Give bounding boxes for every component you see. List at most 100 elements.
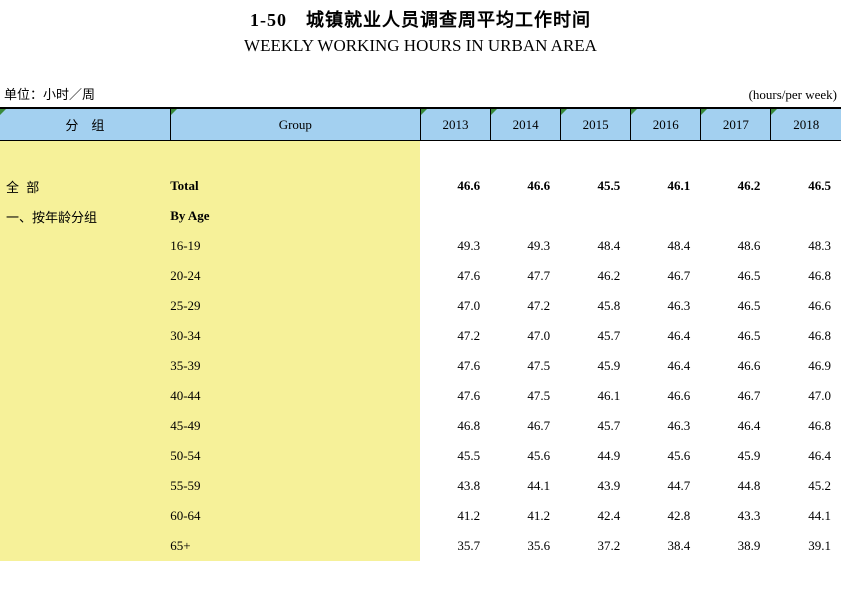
row-label-cn: 一、按年龄分组 [0,201,170,231]
title-en: WEEKLY WORKING HOURS IN URBAN AREA [0,36,841,56]
row-label-cn [0,441,170,471]
corner-icon [771,109,777,115]
value-cell: 49.3 [491,231,561,261]
row-label-en: 40-44 [170,381,420,411]
header-year: 2016 [631,108,701,141]
value-cell: 45.9 [701,441,771,471]
value-cell: 46.7 [701,381,771,411]
value-cell [420,201,490,231]
value-cell: 45.8 [561,291,631,321]
value-cell: 46.3 [631,411,701,441]
value-cell: 46.8 [420,411,490,441]
corner-icon [421,109,427,115]
value-cell: 46.5 [701,291,771,321]
value-cell [701,201,771,231]
value-cell: 47.2 [491,291,561,321]
value-cell: 46.5 [771,171,841,201]
table-body: 全 部Total46.646.645.546.146.246.5一、按年龄分组B… [0,141,841,562]
value-cell: 42.8 [631,501,701,531]
value-cell: 46.4 [771,441,841,471]
unit-row: 单位：小时／周 (hours/per week) [0,56,841,107]
spacer-cell [771,141,841,172]
corner-icon [631,109,637,115]
value-cell: 44.9 [561,441,631,471]
value-cell: 38.9 [701,531,771,561]
value-cell: 46.5 [701,321,771,351]
value-cell: 41.2 [420,501,490,531]
value-cell: 47.5 [491,381,561,411]
header-year: 2017 [701,108,771,141]
value-cell: 46.6 [491,171,561,201]
row-label-cn [0,531,170,561]
value-cell: 46.3 [631,291,701,321]
value-cell: 45.9 [561,351,631,381]
table-row: 55-5943.844.143.944.744.845.2 [0,471,841,501]
value-cell: 46.4 [631,351,701,381]
value-cell [491,201,561,231]
year-label: 2018 [793,117,819,132]
header-group-en: Group [170,108,420,141]
row-label-en: By Age [170,201,420,231]
corner-icon [491,109,497,115]
table-row [0,141,841,172]
year-label: 2013 [443,117,469,132]
value-cell: 43.9 [561,471,631,501]
value-cell: 47.0 [771,381,841,411]
row-label-cn [0,501,170,531]
value-cell: 47.0 [420,291,490,321]
value-cell: 38.4 [631,531,701,561]
spacer-cell [491,141,561,172]
header-group-cn-label: 分 组 [65,118,104,133]
value-cell: 45.7 [561,321,631,351]
spacer-cell [0,141,170,172]
table-row: 25-2947.047.245.846.346.546.6 [0,291,841,321]
title-block: 1-50 城镇就业人员调查周平均工作时间 WEEKLY WORKING HOUR… [0,0,841,56]
year-label: 2015 [583,117,609,132]
year-label: 2016 [653,117,679,132]
unit-right: (hours/per week) [749,87,837,103]
value-cell: 46.1 [561,381,631,411]
working-hours-table: 分 组 Group 2013 2014 2015 2016 2017 2018 … [0,107,841,561]
value-cell: 46.6 [631,381,701,411]
value-cell: 48.4 [561,231,631,261]
table-wrap: 分 组 Group 2013 2014 2015 2016 2017 2018 … [0,107,841,561]
table-row: 30-3447.247.045.746.446.546.8 [0,321,841,351]
value-cell: 46.2 [701,171,771,201]
table-row: 20-2447.647.746.246.746.546.8 [0,261,841,291]
year-label: 2014 [513,117,539,132]
row-label-cn [0,231,170,261]
unit-left: 单位：小时／周 [4,84,95,103]
table-row: 一、按年龄分组By Age [0,201,841,231]
row-label-en: 35-39 [170,351,420,381]
corner-icon [701,109,707,115]
value-cell: 47.5 [491,351,561,381]
value-cell: 44.1 [771,501,841,531]
row-label-cn [0,261,170,291]
value-cell: 44.1 [491,471,561,501]
value-cell: 46.4 [631,321,701,351]
value-cell: 46.6 [771,291,841,321]
value-cell: 47.2 [420,321,490,351]
value-cell: 39.1 [771,531,841,561]
spacer-cell [561,141,631,172]
value-cell: 43.3 [701,501,771,531]
value-cell: 46.1 [631,171,701,201]
value-cell: 46.8 [771,261,841,291]
value-cell: 47.6 [420,351,490,381]
value-cell: 45.6 [491,441,561,471]
value-cell [561,201,631,231]
value-cell [771,201,841,231]
value-cell: 45.7 [561,411,631,441]
value-cell: 46.9 [771,351,841,381]
value-cell: 42.4 [561,501,631,531]
header-year: 2018 [771,108,841,141]
value-cell: 47.6 [420,381,490,411]
row-label-cn [0,351,170,381]
row-label-cn: 全 部 [0,171,170,201]
header-year: 2014 [491,108,561,141]
table-row: 40-4447.647.546.146.646.747.0 [0,381,841,411]
value-cell: 46.7 [491,411,561,441]
value-cell: 46.8 [771,411,841,441]
spacer-cell [701,141,771,172]
value-cell: 45.5 [420,441,490,471]
